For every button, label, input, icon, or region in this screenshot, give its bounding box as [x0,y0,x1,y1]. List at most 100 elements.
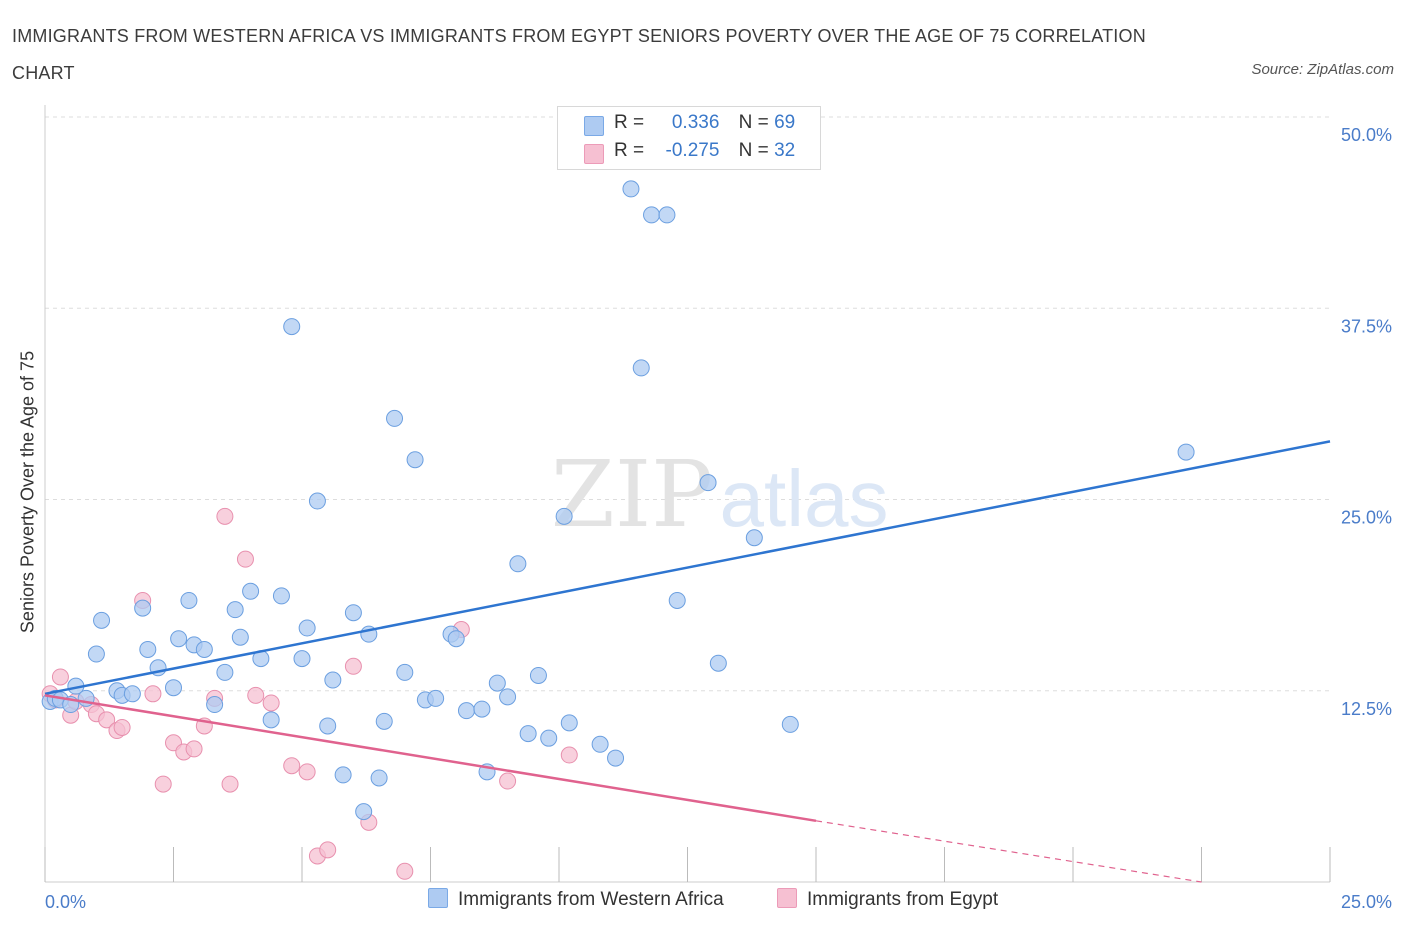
western-africa-point [231,628,249,646]
western-africa-point [396,663,414,681]
western-africa-point [781,715,799,733]
egypt-point [221,775,239,793]
western-africa-point [560,714,578,732]
western-africa-point [165,679,182,697]
r-label: R = [614,112,645,133]
legend-label-western-africa: Immigrants from Western Africa [458,889,724,910]
egypt-point [262,694,280,712]
western-africa-point [668,591,686,609]
egypt-point [247,686,265,704]
egypt-point [499,772,517,790]
western-africa-point [206,696,224,714]
legend-swatch-egypt [777,888,797,908]
n-label: N = [738,112,769,133]
legend-item-egypt: Immigrants from Egypt [777,888,998,911]
western-africa-point [1177,443,1195,461]
trend-line-egypt [44,694,817,823]
legend-swatch-western-africa [584,116,604,136]
western-africa-point [324,671,342,689]
stats-legend: R = 0.336 N = 69 R = -0.275 N = 32 [557,106,821,170]
western-africa-point [406,451,424,469]
western-africa-point [319,717,337,735]
western-africa-point [709,654,727,672]
western-africa-point [607,749,625,767]
western-africa-point [427,689,445,707]
r-value: 0.336 [671,112,720,133]
western-africa-point [643,206,661,224]
egypt-point [344,657,362,675]
western-africa-point [180,591,198,609]
western-africa-point [344,604,362,622]
western-africa-point [272,587,290,605]
western-africa-point [195,640,213,658]
r-label: R = [614,140,645,161]
r-value: -0.275 [665,140,720,161]
legend-label-egypt: Immigrants from Egypt [807,889,999,910]
western-africa-point [134,599,152,617]
western-africa-point [355,803,373,821]
western-africa-point [555,507,573,525]
watermark-atlas: atlas [720,454,889,543]
western-africa-point [216,663,234,681]
trend-line-western-africa [44,440,1331,696]
western-africa-point [283,318,301,336]
western-africa-point [242,582,260,600]
legend-item-western-africa: Immigrants from Western Africa [428,888,724,911]
chart-title: IMMIGRANTS FROM WESTERN AFRICA VS IMMIGR… [12,26,1146,83]
egypt-point [319,841,337,859]
egypt-point [283,757,301,775]
watermark-zip: ZIP [551,441,713,548]
western-africa-point [298,619,316,637]
western-africa-point [457,702,475,720]
trend-line-egypt-extension [815,820,1202,883]
western-africa-point [262,711,280,729]
western-africa-point [632,359,650,377]
y-axis-title: Seniors Poverty Over the Age of 75 [17,350,38,634]
western-africa-point [139,640,157,658]
western-africa-point [658,206,676,224]
western-africa-point [699,474,717,492]
western-africa-point [540,729,558,747]
western-africa-point [591,735,609,753]
n-label: N = [738,140,769,161]
egypt-point [154,775,172,793]
source-credit: Source: ZipAtlas.com [1251,61,1394,78]
western-africa-point [447,630,465,648]
axes [44,105,1331,883]
western-africa-point [293,650,311,668]
western-africa-point [308,492,326,510]
egypt-point [396,862,414,880]
egypt-point [560,746,578,764]
egypt-point [216,507,234,525]
western-africa-point [123,685,141,703]
egypt-point [298,763,316,781]
y-tick-label: 37.5% [1341,316,1392,336]
egypt-point [236,550,254,568]
trend-lines [44,440,1331,883]
western-africa-point [334,766,352,784]
x-tick-label: 0.0% [45,892,86,912]
egypt-point [51,668,69,686]
western-africa-point [519,725,537,743]
y-tick-label: 50.0% [1341,125,1392,145]
egypt-point [185,740,203,758]
western-africa-point [509,555,527,573]
western-africa-point [622,180,640,198]
western-africa-point [370,769,388,787]
egypt-point [113,718,131,736]
western-africa-point [226,601,244,619]
n-value: 32 [774,140,796,161]
tick-labels: 12.5% 25.0% 37.5% 50.0% 0.0% 25.0% [45,125,1392,912]
x-tick-label: 25.0% [1341,892,1392,912]
y-tick-label: 12.5% [1341,699,1392,719]
egypt-point [98,711,116,729]
western-africa-point [529,666,547,684]
egypt-point [144,685,162,703]
western-africa-point [745,529,763,547]
western-africa-point [93,611,111,629]
western-africa-point [170,630,188,648]
y-tick-label: 25.0% [1341,508,1392,528]
western-africa-point [488,674,506,692]
western-africa-point [87,645,105,663]
